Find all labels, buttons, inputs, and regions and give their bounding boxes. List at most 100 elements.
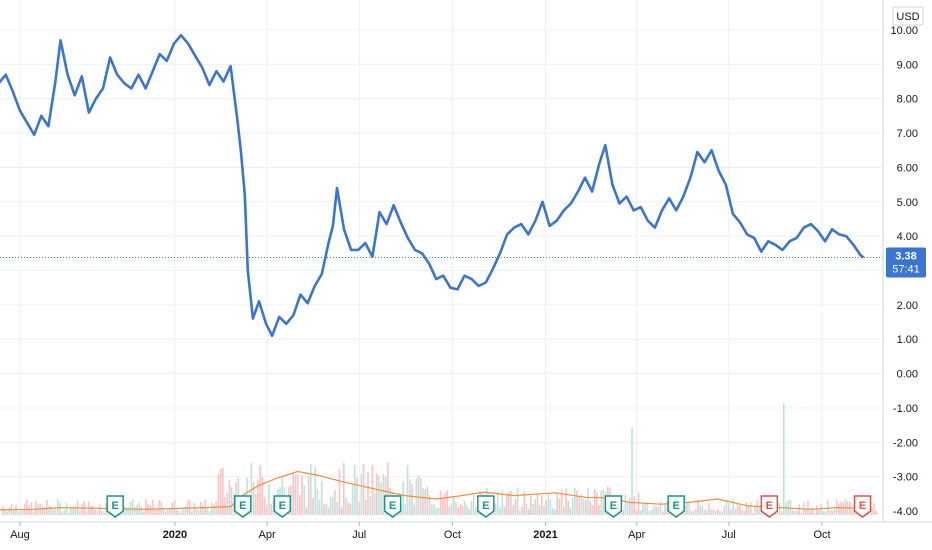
volume-bar <box>820 504 822 516</box>
volume-bar <box>428 495 431 516</box>
volume-bar <box>778 502 781 516</box>
earnings-marker-label: E <box>482 500 489 512</box>
volume-bar <box>708 503 710 516</box>
volume-bar <box>8 507 11 516</box>
volume-bar <box>459 504 462 516</box>
volume-bar <box>556 492 558 516</box>
volume-bar <box>703 509 706 516</box>
volume-bar <box>719 511 721 516</box>
volume-bar <box>217 473 220 516</box>
volume-bar <box>829 510 831 516</box>
volume-ma-line <box>0 470 864 511</box>
volume-bar <box>472 494 475 516</box>
x-tick-label: 2021 <box>533 529 557 541</box>
volume-bar <box>668 510 671 516</box>
volume-bar <box>435 508 437 516</box>
volume-bar <box>411 483 413 516</box>
volume-bar <box>578 495 580 516</box>
volume-bar <box>633 496 635 516</box>
volume-bar <box>349 503 352 516</box>
volume-bar <box>351 482 354 516</box>
volume-bar <box>261 477 264 516</box>
volume-bar <box>756 500 759 516</box>
volume-bar <box>725 499 728 516</box>
volume-bar <box>158 500 160 516</box>
volume-bar <box>697 499 699 516</box>
volume-bar <box>197 510 200 516</box>
volume-bar <box>637 492 640 516</box>
volume-bar <box>690 511 693 516</box>
volume-bar <box>433 504 435 516</box>
volume-bar <box>343 462 345 516</box>
volume-bar <box>424 489 426 516</box>
y-tick-label: 10.00 <box>890 25 918 37</box>
volume-bar <box>156 509 158 516</box>
volume-bar <box>224 496 226 516</box>
volume-bar <box>721 512 723 516</box>
time-axis[interactable]: Aug 2020 Apr Jul Oct 2021 Apr Jul Oct <box>0 521 932 541</box>
volume-bar <box>811 507 814 516</box>
y-tick-label: 6.00 <box>897 162 918 174</box>
volume-bar <box>259 465 261 516</box>
volume-bar <box>189 499 191 516</box>
volume-bar <box>94 509 96 516</box>
volume-bar <box>299 495 301 516</box>
earnings-marker-shape <box>477 495 495 518</box>
volume-bar <box>574 487 576 516</box>
volume-bar <box>413 504 415 516</box>
volume-bar <box>327 507 330 516</box>
volume-bar <box>373 493 376 516</box>
volume-bar <box>378 476 380 516</box>
earnings-marker-label: E <box>673 500 680 512</box>
volume-bar <box>136 505 138 516</box>
volume-bar <box>695 509 697 516</box>
volume-bar <box>323 503 325 516</box>
volume-bar <box>569 507 572 516</box>
volume-bar <box>732 499 734 516</box>
y-tick-label: 7.00 <box>897 128 918 140</box>
volume-bar <box>807 500 809 516</box>
volume-bar <box>752 512 754 516</box>
volume-bar <box>688 502 690 516</box>
volume-bar <box>840 501 842 516</box>
earnings-marker-label: E <box>610 500 617 512</box>
volume-bar <box>142 512 145 516</box>
volume-bar <box>268 483 270 516</box>
volume-bar <box>800 512 803 516</box>
volume-bar <box>567 500 569 516</box>
volume-bar <box>98 504 101 516</box>
volume-bar <box>818 509 820 516</box>
volume-bar <box>173 500 176 516</box>
earnings-marker-shape <box>273 495 292 518</box>
volume-bar <box>503 506 506 516</box>
volume-bar <box>626 501 629 516</box>
volume-bar <box>257 479 259 516</box>
volume-bar <box>206 508 209 516</box>
volume-bar <box>710 509 712 516</box>
volume-bar <box>875 511 877 516</box>
volume-bar <box>780 511 783 516</box>
price-axis[interactable]: 10.009.008.007.006.005.004.003.002.001.0… <box>882 0 918 522</box>
volume-bar <box>307 476 310 516</box>
volume-bar <box>589 501 591 516</box>
volume-bar <box>785 502 787 516</box>
volume-bar <box>741 510 743 516</box>
volume-bar <box>96 510 99 516</box>
volume-bar <box>813 512 816 516</box>
volume-bar <box>6 511 8 516</box>
volume-bar <box>620 510 622 516</box>
volume-bar <box>543 505 545 516</box>
y-tick-label: 2.00 <box>897 300 918 312</box>
volume-bar <box>655 506 657 516</box>
volume-bar <box>545 499 547 516</box>
earnings-marker-label: E <box>279 500 286 512</box>
volume-bar <box>404 504 407 516</box>
volume-bar <box>549 499 552 516</box>
volume-bar <box>789 500 792 516</box>
volume-bar <box>809 510 811 516</box>
volume-bar <box>505 493 508 516</box>
volume-bar <box>180 512 182 516</box>
volume-bar <box>439 490 442 516</box>
volume-bar <box>151 499 154 516</box>
